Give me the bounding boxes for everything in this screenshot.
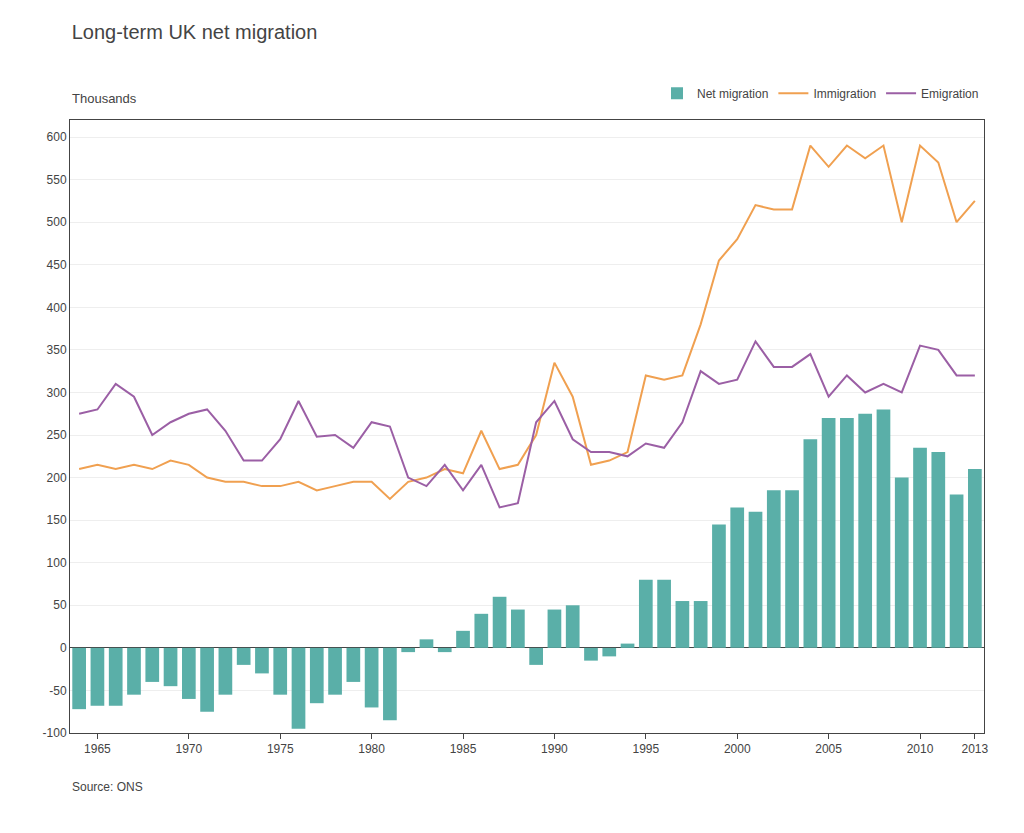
svg-text:1985: 1985: [450, 742, 477, 756]
svg-text:550: 550: [47, 173, 67, 187]
svg-text:1975: 1975: [267, 742, 294, 756]
svg-text:2010: 2010: [907, 742, 934, 756]
svg-text:Net migration: Net migration: [697, 87, 768, 101]
svg-text:0: 0: [60, 641, 67, 655]
svg-text:2000: 2000: [724, 742, 751, 756]
svg-text:-100: -100: [43, 726, 67, 740]
svg-text:2013: 2013: [962, 742, 989, 756]
svg-text:250: 250: [47, 428, 67, 442]
svg-text:-50: -50: [49, 684, 67, 698]
svg-text:150: 150: [47, 513, 67, 527]
svg-text:Emigration: Emigration: [921, 87, 978, 101]
svg-text:1995: 1995: [632, 742, 659, 756]
svg-text:400: 400: [47, 301, 67, 315]
svg-text:300: 300: [47, 386, 67, 400]
svg-text:Thousands: Thousands: [72, 91, 137, 106]
svg-text:1970: 1970: [175, 742, 202, 756]
svg-text:500: 500: [47, 215, 67, 229]
svg-text:1990: 1990: [541, 742, 568, 756]
svg-text:200: 200: [47, 471, 67, 485]
svg-text:100: 100: [47, 556, 67, 570]
svg-text:450: 450: [47, 258, 67, 272]
svg-text:Immigration: Immigration: [813, 87, 876, 101]
svg-text:Long-term UK net migration: Long-term UK net migration: [72, 21, 318, 43]
svg-text:1965: 1965: [84, 742, 111, 756]
svg-text:350: 350: [47, 343, 67, 357]
svg-text:2005: 2005: [815, 742, 842, 756]
svg-text:Source: ONS: Source: ONS: [72, 780, 143, 794]
svg-text:600: 600: [47, 130, 67, 144]
svg-text:1980: 1980: [358, 742, 385, 756]
svg-text:50: 50: [53, 598, 67, 612]
